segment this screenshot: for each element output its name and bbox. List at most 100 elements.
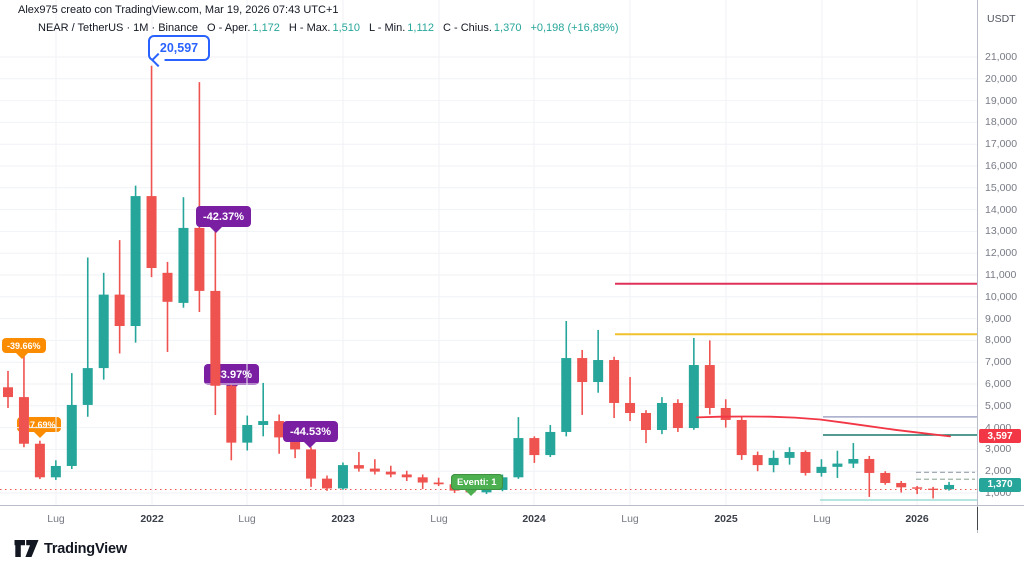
event-badge[interactable]: Eventi: 1 bbox=[451, 474, 503, 496]
candle-2024-01 bbox=[529, 436, 540, 463]
candle-2021-04 bbox=[3, 370, 13, 408]
ohlc-label: O - Aper. bbox=[206, 22, 251, 34]
candle-2025-04 bbox=[768, 450, 779, 473]
candle-2024-03 bbox=[561, 320, 572, 437]
ohlc-value: 1,112 bbox=[407, 22, 434, 34]
ohlc-label: C - Chius. bbox=[443, 22, 492, 34]
price-axis-currency-label: USDT bbox=[987, 13, 1016, 25]
price-axis[interactable]: USDT 21,000 20,000 19,000 18,000 17,000 16,00… bbox=[977, 0, 1024, 533]
candle-2024-08 bbox=[641, 410, 651, 444]
candle-2025-12 bbox=[896, 481, 907, 493]
event-badge[interactable]: -42.37% bbox=[196, 206, 251, 233]
symbol-info-bar[interactable]: NEAR / TetherUS · 1M · Binance O - Aper. 1… bbox=[38, 22, 619, 34]
price-tick-label: 15,000 bbox=[985, 181, 1018, 194]
candle-2025-10 bbox=[864, 455, 875, 497]
time-tick-label: 2026 bbox=[905, 513, 929, 525]
candle-2023-02 bbox=[353, 452, 364, 472]
price-tag: 3,597 bbox=[979, 429, 1021, 444]
change-value: +0,198 (+16,89%) bbox=[530, 22, 619, 34]
candle-2025-01 bbox=[720, 399, 731, 428]
price-tick-label: 3,000 bbox=[985, 443, 1012, 456]
time-tick-label: 2025 bbox=[714, 513, 738, 525]
price-tick-label: 9,000 bbox=[985, 312, 1012, 325]
candle-2026-02 bbox=[928, 486, 939, 499]
price-tick-label: 12,000 bbox=[985, 247, 1018, 260]
candle-2024-07 bbox=[625, 377, 636, 422]
candle-2024-06 bbox=[609, 356, 620, 419]
candle-2022-01 bbox=[146, 65, 157, 278]
candle-2024-10 bbox=[672, 399, 683, 432]
candle-2023-03 bbox=[369, 459, 380, 475]
candle-2024-11 bbox=[688, 338, 699, 430]
candle-2025-03 bbox=[752, 451, 763, 472]
candle-2021-12 bbox=[130, 185, 141, 343]
time-tick-label: Lug bbox=[621, 513, 639, 525]
attribution-line: Alex975 creato con TradingView.com, Mar … bbox=[18, 4, 339, 16]
candle-2022-03 bbox=[178, 197, 189, 308]
ohlc-label: H - Max. bbox=[288, 22, 331, 34]
ohlc-label: L - Min. bbox=[369, 22, 406, 34]
price-tick-label: 17,000 bbox=[985, 138, 1018, 151]
candle-2022-06 bbox=[226, 384, 237, 461]
candle-2022-05 bbox=[210, 231, 221, 415]
price-tick-label: 19,000 bbox=[985, 94, 1018, 107]
time-tick-label: 2023 bbox=[331, 513, 355, 525]
price-tick-label: 21,000 bbox=[985, 51, 1018, 63]
badge-pointer bbox=[16, 353, 28, 359]
badge-pointer bbox=[210, 227, 222, 233]
candle-2025-09 bbox=[848, 443, 859, 468]
price-tick-label: 11,000 bbox=[985, 269, 1017, 281]
price-tick-label: 18,000 bbox=[985, 116, 1018, 129]
candle-2023-06 bbox=[417, 474, 428, 490]
candle-2023-07 bbox=[433, 477, 444, 487]
tradingview-logo[interactable]: TradingView bbox=[14, 539, 127, 558]
price-tick-label: 20,000 bbox=[985, 72, 1018, 85]
time-tick-label: Lug bbox=[430, 513, 448, 525]
candle-2022-11 bbox=[306, 447, 317, 487]
time-tick-label: 2024 bbox=[522, 513, 546, 525]
candle-2021-05 bbox=[18, 356, 29, 448]
candle-2024-12 bbox=[704, 340, 715, 415]
price-tick-label: 6,000 bbox=[985, 378, 1012, 390]
time-axis[interactable]: Lug 2022 Lug 2023 Lug 2024 Lug 2025 Lug 2026 bbox=[0, 505, 1024, 534]
time-tick-label: Lug bbox=[813, 513, 831, 525]
price-tick-label: 2,000 bbox=[985, 465, 1012, 478]
price-chart-canvas[interactable] bbox=[0, 0, 977, 505]
candle-2025-02 bbox=[736, 416, 747, 460]
candle-2025-11 bbox=[880, 471, 891, 485]
candle-2022-04 bbox=[194, 82, 205, 313]
footer-bar: TradingView bbox=[0, 533, 1024, 568]
time-tick-label: Lug bbox=[238, 513, 256, 525]
event-badge[interactable]: -39.66% bbox=[2, 338, 46, 359]
tradingview-logo-icon bbox=[14, 540, 39, 557]
time-tick-label: Lug bbox=[47, 513, 65, 525]
badge-pointer bbox=[465, 490, 477, 496]
event-badge[interactable]: -44.53% bbox=[283, 421, 338, 448]
price-tick-label: 7,000 bbox=[985, 356, 1012, 369]
ath-price-callout[interactable]: 20,597 bbox=[148, 35, 210, 68]
ohlc-value: 1,510 bbox=[332, 22, 361, 34]
price-tag: 1,370 bbox=[979, 477, 1021, 492]
price-tick-label: 5,000 bbox=[985, 399, 1012, 412]
candle-2022-09 bbox=[274, 414, 285, 454]
candle-2024-04 bbox=[577, 349, 588, 415]
candle-2022-12 bbox=[322, 475, 332, 491]
candle-2026-03 bbox=[944, 481, 955, 491]
badge-pointer bbox=[304, 442, 316, 448]
candle-2021-07 bbox=[50, 460, 61, 480]
candle-2025-08 bbox=[832, 450, 843, 478]
candle-2021-06 bbox=[34, 440, 45, 480]
moving-average-line[interactable] bbox=[696, 415, 951, 438]
tradingview-logo-text: TradingView bbox=[44, 540, 127, 557]
candle-2022-02 bbox=[162, 261, 173, 352]
candle-2023-01 bbox=[337, 462, 348, 490]
price-tick-label: 8,000 bbox=[985, 334, 1012, 347]
candle-2026-01 bbox=[912, 486, 923, 495]
ohlc-values: O - Aper. 1,172 H - Max. 1,510 L - Min. 1,112… bbox=[198, 22, 521, 34]
candle-2022-07 bbox=[242, 415, 253, 451]
price-tick-label: 14,000 bbox=[985, 203, 1018, 216]
symbol-title: NEAR / TetherUS · 1M · Binance bbox=[38, 22, 198, 34]
candle-2024-05 bbox=[593, 329, 604, 393]
